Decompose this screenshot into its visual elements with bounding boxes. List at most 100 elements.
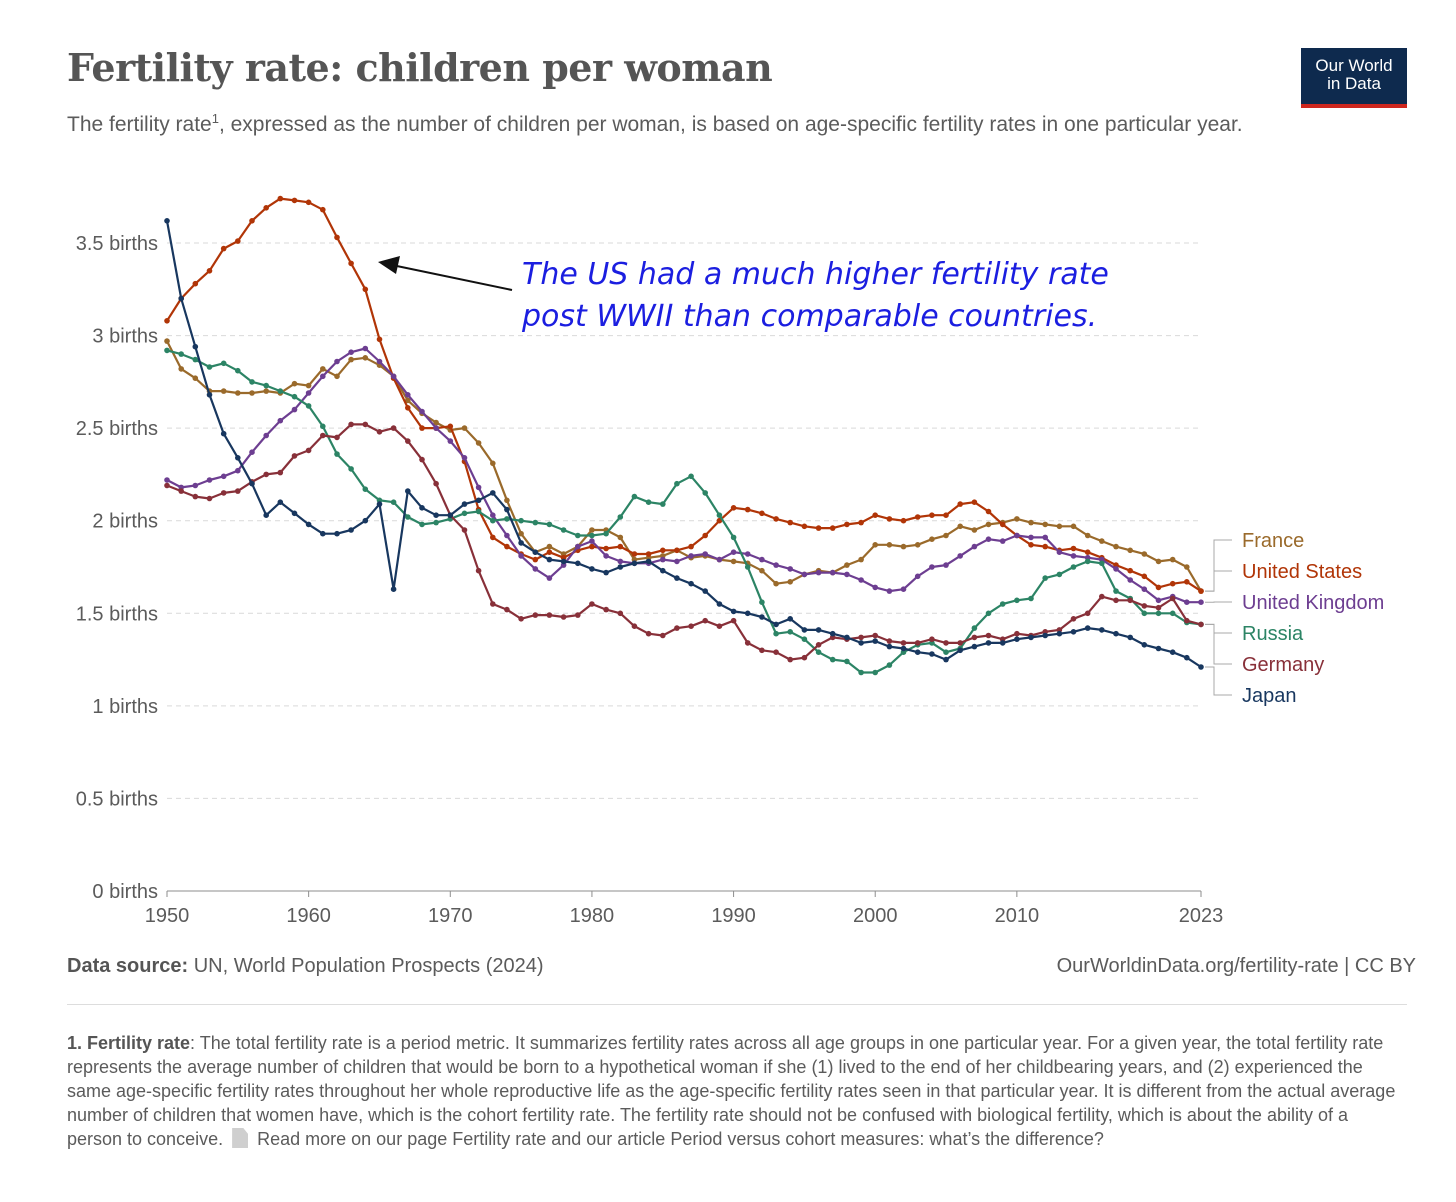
data-point[interactable]	[532, 519, 539, 526]
data-point[interactable]	[334, 358, 340, 365]
data-point[interactable]	[334, 530, 340, 537]
data-point[interactable]	[433, 425, 439, 431]
data-point[interactable]	[1014, 532, 1020, 539]
data-point[interactable]	[702, 490, 708, 496]
data-point[interactable]	[759, 599, 765, 605]
data-point[interactable]	[405, 392, 411, 398]
data-point[interactable]	[744, 506, 751, 513]
data-point[interactable]	[1099, 593, 1105, 600]
data-point[interactable]	[674, 625, 680, 631]
data-point[interactable]	[844, 658, 850, 665]
data-point[interactable]	[645, 499, 652, 506]
data-point[interactable]	[914, 640, 921, 646]
series-germany[interactable]	[164, 421, 1204, 663]
data-point[interactable]	[589, 566, 595, 572]
data-point[interactable]	[1198, 664, 1204, 670]
data-point[interactable]	[787, 579, 793, 585]
data-point[interactable]	[575, 560, 581, 567]
data-point[interactable]	[405, 405, 411, 411]
data-point[interactable]	[1070, 523, 1077, 530]
data-point[interactable]	[362, 517, 369, 524]
data-point[interactable]	[759, 614, 765, 620]
data-point[interactable]	[645, 551, 652, 557]
data-point[interactable]	[291, 393, 298, 400]
data-point[interactable]	[475, 484, 482, 491]
data-point[interactable]	[1014, 597, 1020, 604]
legend-label[interactable]: United States	[1242, 561, 1362, 583]
data-point[interactable]	[320, 373, 326, 380]
data-point[interactable]	[560, 527, 567, 533]
data-point[interactable]	[773, 516, 779, 522]
data-point[interactable]	[773, 580, 779, 587]
data-point[interactable]	[518, 540, 524, 546]
data-point[interactable]	[490, 534, 496, 541]
data-point[interactable]	[1084, 549, 1091, 555]
data-point[interactable]	[914, 649, 921, 655]
data-point[interactable]	[362, 345, 369, 352]
data-point[interactable]	[164, 318, 170, 324]
data-point[interactable]	[943, 656, 949, 663]
data-point[interactable]	[518, 517, 524, 524]
data-point[interactable]	[405, 438, 411, 444]
data-point[interactable]	[801, 571, 808, 578]
data-point[interactable]	[362, 355, 369, 361]
data-point[interactable]	[914, 573, 921, 580]
data-point[interactable]	[206, 477, 213, 483]
data-point[interactable]	[1169, 595, 1176, 602]
data-point[interactable]	[985, 536, 992, 542]
data-point[interactable]	[206, 392, 213, 398]
data-point[interactable]	[872, 584, 878, 591]
data-point[interactable]	[1113, 597, 1119, 604]
data-point[interactable]	[1155, 597, 1162, 604]
data-point[interactable]	[844, 562, 850, 568]
data-point[interactable]	[461, 510, 468, 517]
data-point[interactable]	[589, 538, 595, 544]
data-point[interactable]	[362, 486, 369, 493]
data-point[interactable]	[164, 347, 170, 354]
data-point[interactable]	[1127, 547, 1133, 554]
data-point[interactable]	[1113, 543, 1119, 550]
data-point[interactable]	[1127, 597, 1133, 604]
data-point[interactable]	[348, 421, 354, 428]
data-point[interactable]	[1184, 654, 1190, 661]
data-point[interactable]	[348, 349, 354, 356]
data-point[interactable]	[490, 490, 496, 496]
data-point[interactable]	[1070, 545, 1077, 552]
data-point[interactable]	[1141, 551, 1148, 557]
data-point[interactable]	[815, 525, 822, 531]
series-line[interactable]	[166, 197, 1202, 593]
data-point[interactable]	[277, 417, 284, 424]
data-point[interactable]	[829, 525, 836, 531]
data-point[interactable]	[376, 358, 383, 365]
data-point[interactable]	[1198, 599, 1204, 605]
data-point[interactable]	[362, 421, 369, 428]
data-point[interactable]	[1113, 566, 1119, 572]
data-point[interactable]	[660, 501, 666, 507]
series-united-kingdom[interactable]	[164, 345, 1204, 605]
data-point[interactable]	[164, 218, 170, 224]
data-point[interactable]	[192, 356, 199, 363]
data-point[interactable]	[971, 527, 978, 533]
data-point[interactable]	[900, 543, 907, 550]
data-point[interactable]	[1113, 588, 1119, 594]
data-point[interactable]	[999, 601, 1006, 607]
data-point[interactable]	[773, 630, 779, 637]
data-point[interactable]	[1042, 521, 1048, 528]
data-point[interactable]	[589, 601, 595, 607]
data-point[interactable]	[999, 538, 1006, 544]
data-point[interactable]	[235, 390, 241, 396]
data-point[interactable]	[688, 473, 694, 480]
data-point[interactable]	[433, 419, 439, 426]
data-point[interactable]	[730, 617, 737, 624]
data-point[interactable]	[1155, 584, 1162, 591]
data-point[interactable]	[631, 560, 638, 567]
data-point[interactable]	[886, 542, 893, 548]
data-point[interactable]	[929, 636, 935, 642]
data-point[interactable]	[461, 527, 468, 533]
data-point[interactable]	[858, 519, 864, 526]
data-point[interactable]	[220, 473, 227, 480]
data-point[interactable]	[419, 456, 425, 463]
data-point[interactable]	[815, 627, 822, 633]
data-point[interactable]	[532, 556, 539, 563]
data-point[interactable]	[773, 649, 779, 655]
